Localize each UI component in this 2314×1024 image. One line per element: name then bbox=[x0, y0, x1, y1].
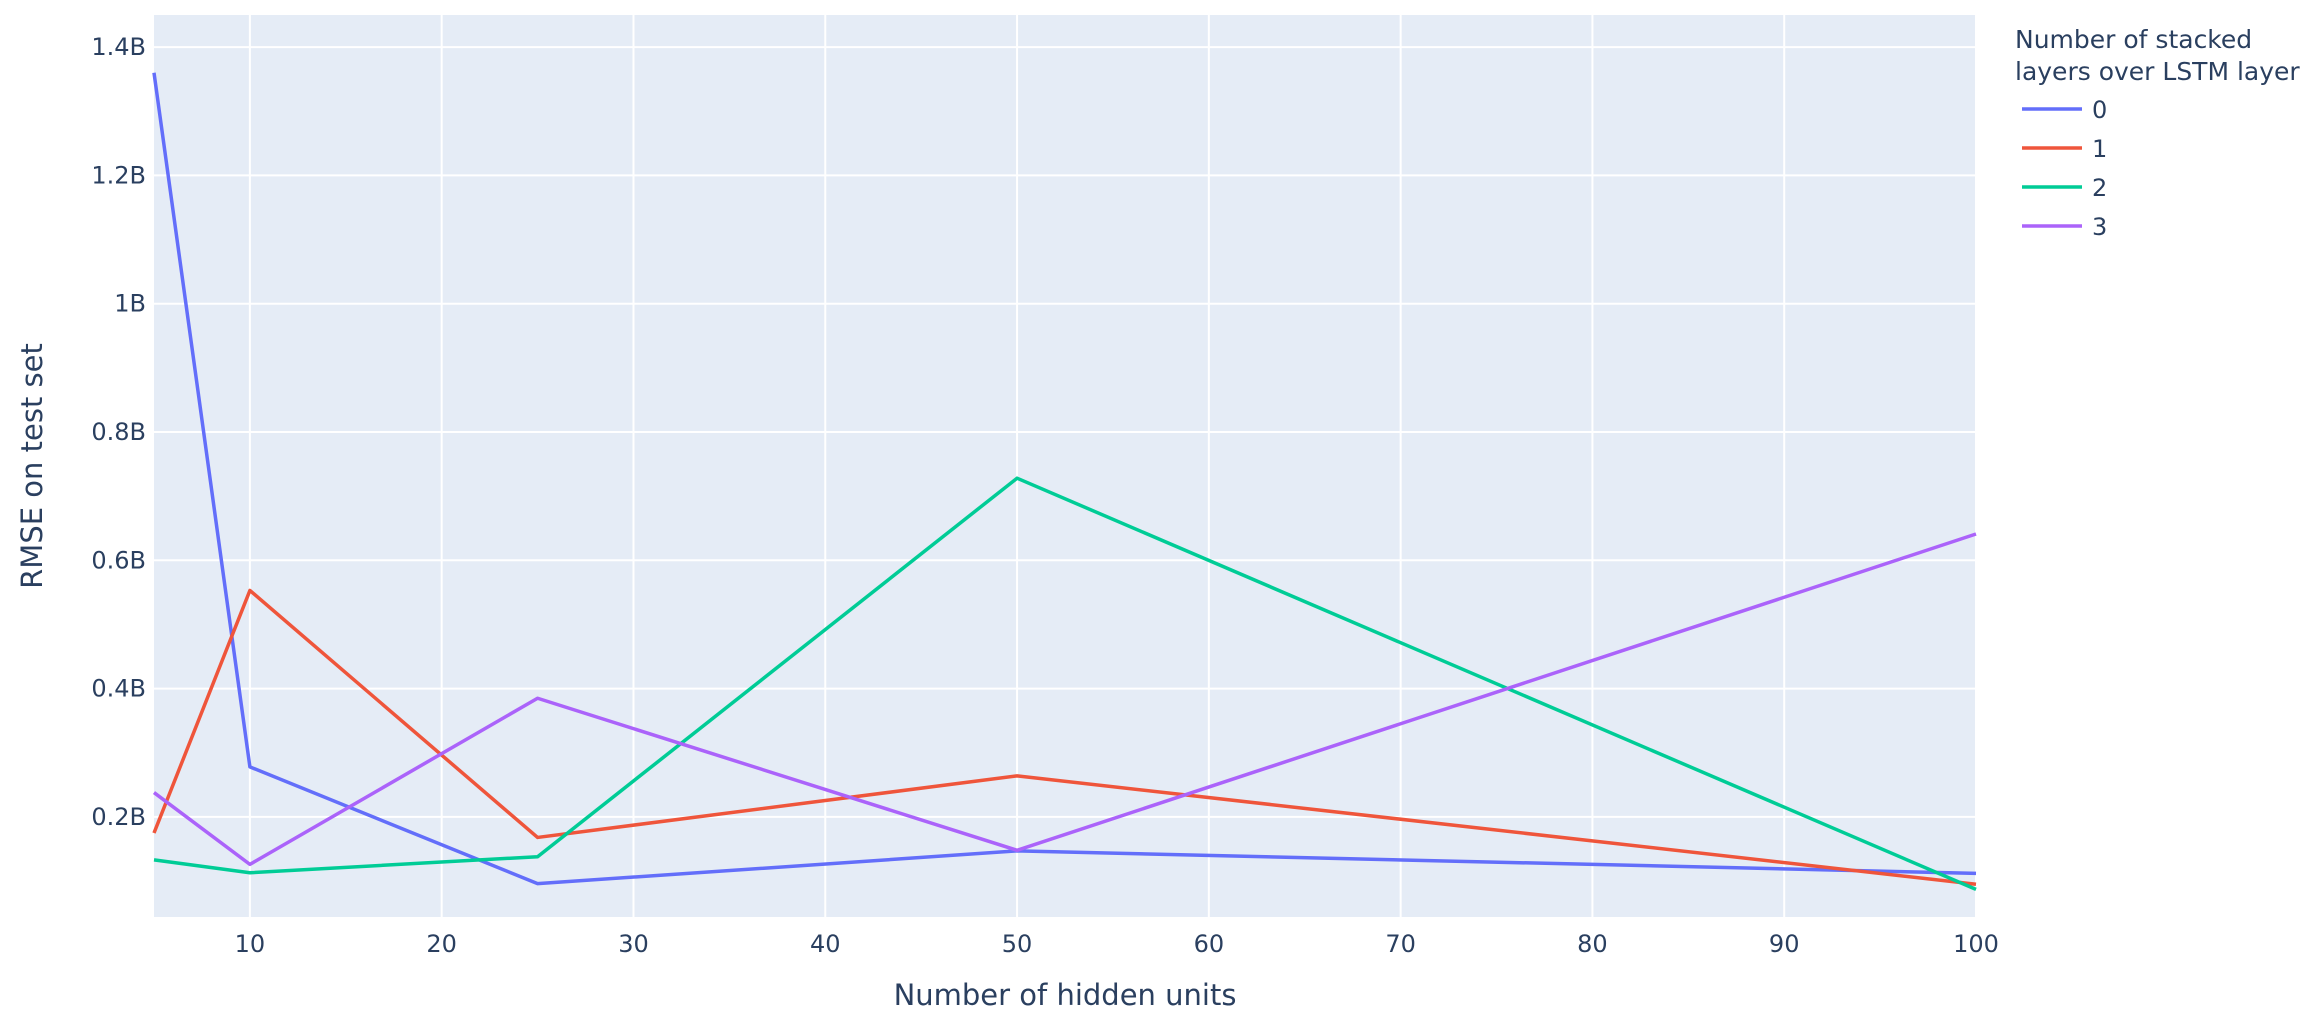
y-tick-label: 1B bbox=[114, 290, 146, 318]
x-tick-label: 70 bbox=[1385, 930, 1416, 958]
x-tick-label: 10 bbox=[235, 930, 266, 958]
legend-label-1: 1 bbox=[2092, 135, 2107, 163]
y-tick-label: 0.4B bbox=[91, 675, 146, 703]
y-tick-label: 1.2B bbox=[91, 161, 146, 189]
x-tick-label: 80 bbox=[1577, 930, 1608, 958]
series-lines bbox=[152, 72, 1977, 892]
y-tick-label: 1.4B bbox=[91, 33, 146, 61]
y-tick-label: 0.8B bbox=[91, 418, 146, 446]
y-tick-label: 0.6B bbox=[91, 546, 146, 574]
y-tick-label: 0.2B bbox=[91, 803, 146, 831]
x-tick-label: 90 bbox=[1769, 930, 1800, 958]
y-axis-title: RMSE on test set bbox=[15, 343, 49, 589]
series-line-0 bbox=[152, 72, 1977, 886]
gridlines bbox=[154, 15, 1977, 917]
x-tick-label: 60 bbox=[1194, 930, 1225, 958]
x-tick-label: 20 bbox=[426, 930, 457, 958]
x-axis-ticks: 10 20 30 40 50 60 70 80 90 100 bbox=[235, 930, 1999, 958]
y-axis-ticks: 0.2B 0.4B 0.6B 0.8B 1B 1.2B 1.4B bbox=[91, 33, 146, 831]
legend-title-line-2: layers over LSTM layer bbox=[2015, 57, 2300, 86]
series-line-2 bbox=[153, 476, 1977, 892]
legend-items: 0 1 2 3 bbox=[2022, 96, 2107, 241]
series-line-1 bbox=[152, 588, 1977, 887]
legend-label-0: 0 bbox=[2092, 96, 2107, 124]
x-tick-label: 100 bbox=[1953, 930, 1999, 958]
x-tick-label: 40 bbox=[810, 930, 841, 958]
legend-label-3: 3 bbox=[2092, 213, 2107, 241]
x-tick-label: 30 bbox=[618, 930, 649, 958]
legend: Number of stacked layers over LSTM layer… bbox=[2015, 25, 2300, 241]
x-axis-title: Number of hidden units bbox=[894, 978, 1237, 1012]
legend-title-line-1: Number of stacked bbox=[2015, 25, 2252, 54]
legend-label-2: 2 bbox=[2092, 174, 2107, 202]
x-tick-label: 50 bbox=[1002, 930, 1033, 958]
series-line-3 bbox=[152, 532, 1977, 867]
